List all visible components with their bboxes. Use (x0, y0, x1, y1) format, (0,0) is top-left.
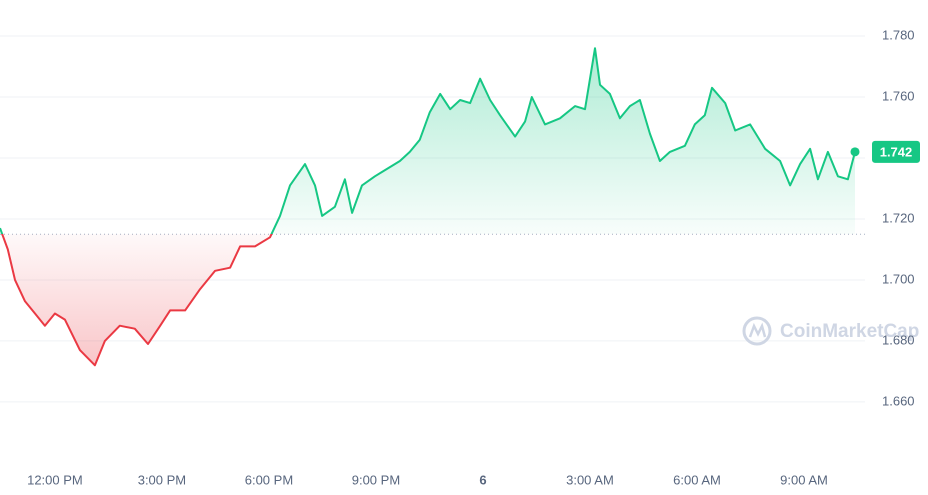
y-tick-label: 1.780 (882, 27, 915, 42)
price-badge-label: 1.742 (880, 144, 913, 159)
x-tick-label: 9:00 PM (352, 472, 400, 487)
y-tick-label: 1.680 (882, 332, 915, 347)
price-badge (872, 140, 920, 163)
y-tick-label: 1.660 (882, 393, 915, 408)
x-tick-label: 6:00 AM (673, 472, 721, 487)
x-tick-label: 6:00 PM (245, 472, 293, 487)
x-tick-label: 3:00 PM (138, 472, 186, 487)
last-point (850, 147, 860, 157)
y-tick-label: 1.760 (882, 88, 915, 103)
price-area (0, 48, 855, 366)
y-tick-label: 1.720 (882, 210, 915, 225)
x-tick-label: 3:00 AM (566, 472, 614, 487)
price-line (0, 47, 856, 367)
x-tick-label: 12:00 PM (27, 472, 83, 487)
watermark: CoinMarketCap (780, 321, 919, 342)
x-tick-label: 6 (479, 472, 486, 487)
y-tick-label: 1.700 (882, 271, 915, 286)
watermark-logo (742, 316, 772, 346)
x-tick-label: 9:00 AM (780, 472, 828, 487)
